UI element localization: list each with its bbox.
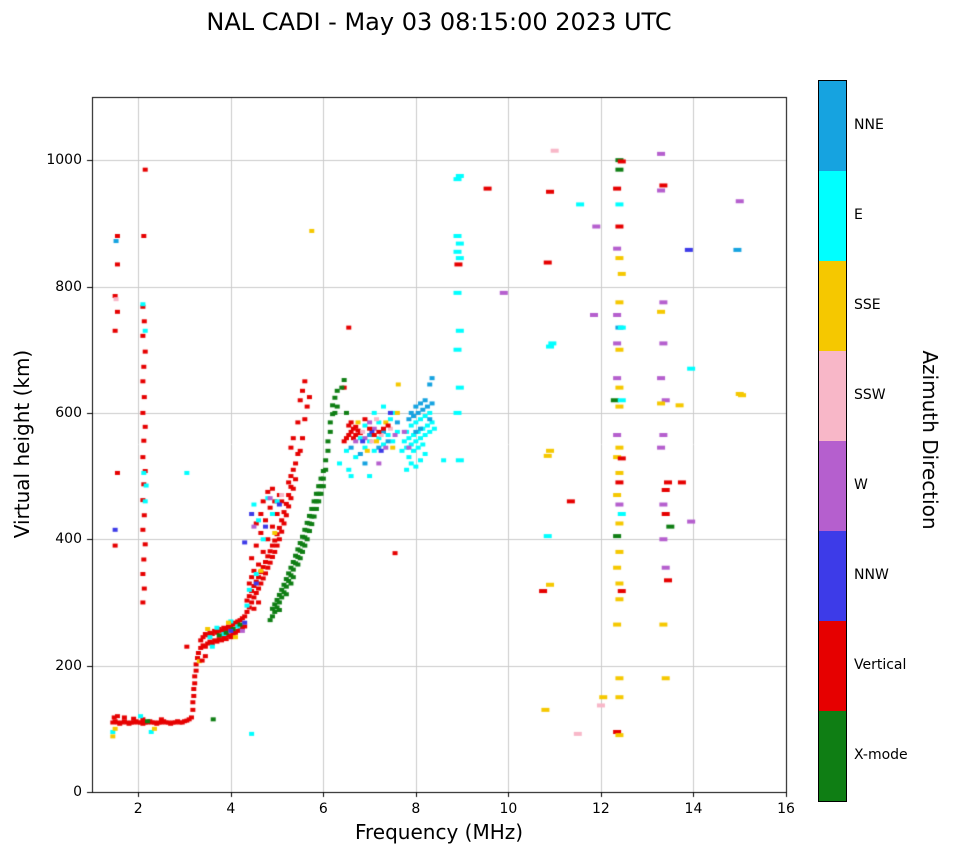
x-tick-label: 10 <box>499 801 518 817</box>
y-tick-label: 600 <box>55 404 82 421</box>
plot-title: NAL CADI - May 03 08:15:00 2023 UTC <box>206 8 672 36</box>
colorbar-category-label: Vertical <box>854 657 907 673</box>
colorbar-category-label: SSE <box>854 297 881 313</box>
x-tick-label: 6 <box>318 801 328 817</box>
y-tick-label: 800 <box>55 278 82 295</box>
colorbar-segment-e <box>819 171 846 261</box>
x-tick-label: 12 <box>592 801 610 817</box>
x-tick-label: 14 <box>684 801 703 817</box>
x-tick-label: 2 <box>133 801 143 817</box>
colorbar-category-label: E <box>854 207 863 223</box>
colorbar-segment-nnw <box>819 531 846 621</box>
y-tick-label: 0 <box>73 784 82 800</box>
colorbar-segment-sse <box>819 261 846 351</box>
colorbar-segment-nne <box>819 81 846 171</box>
x-tick-label: 16 <box>777 801 795 817</box>
colorbar-category-label: W <box>854 477 868 493</box>
colorbar-segment-w <box>819 441 846 531</box>
colorbar-category-label: X-mode <box>854 747 908 763</box>
y-tick-label: 200 <box>55 657 82 674</box>
x-axis-label: Frequency (MHz) <box>354 820 524 844</box>
colorbar-category-label: NNE <box>854 117 884 133</box>
colorbar-segment-vertical <box>819 621 846 711</box>
x-tick-label: 8 <box>411 801 421 817</box>
y-tick-label: 400 <box>55 531 82 548</box>
colorbar-label: Azimuth Direction <box>918 350 942 530</box>
y-axis-label: Virtual height (km) <box>10 349 34 539</box>
colorbar <box>818 80 847 802</box>
colorbar-segment-x-mode <box>819 711 846 801</box>
x-tick-label: 4 <box>226 801 236 817</box>
y-tick-label: 1000 <box>46 152 82 169</box>
colorbar-category-label: SSW <box>854 387 886 403</box>
colorbar-segment-ssw <box>819 351 846 441</box>
colorbar-category-label: NNW <box>854 567 889 583</box>
